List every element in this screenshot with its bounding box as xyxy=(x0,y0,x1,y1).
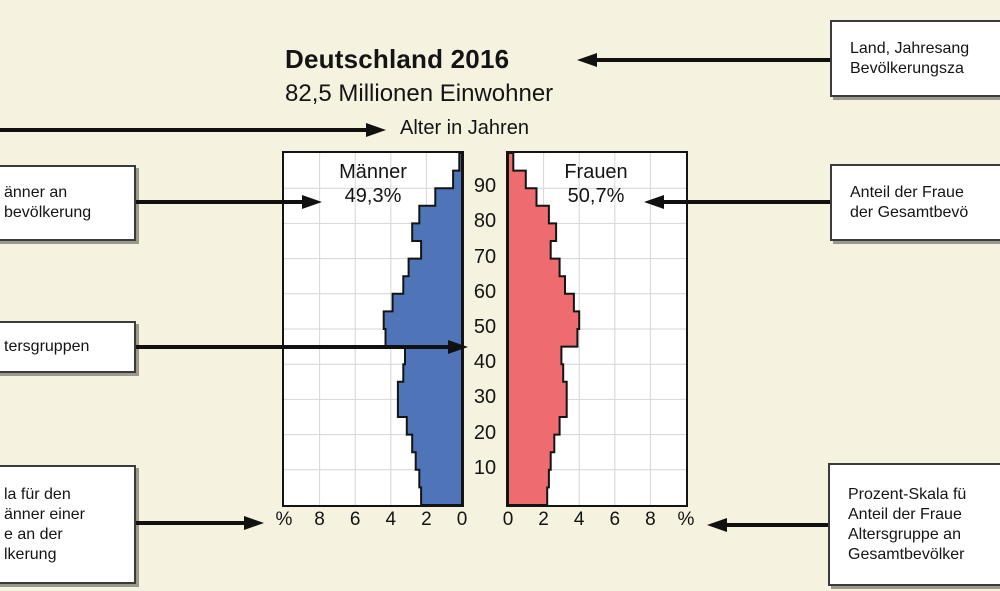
men-pyramid-chart xyxy=(284,153,462,505)
women-bars xyxy=(508,153,581,505)
age-tick-80: 80 xyxy=(473,210,497,233)
age-tick-40: 40 xyxy=(473,351,497,374)
age-tick-60: 60 xyxy=(473,280,497,303)
page-subtitle: 82,5 Millionen Einwohner xyxy=(285,80,554,107)
men-panel xyxy=(282,151,464,507)
callout-men-share: änner an bevölkerung xyxy=(0,165,136,241)
men-axis-tick-pct: % xyxy=(275,509,293,530)
callout-line: Anteil der Fraue xyxy=(848,505,962,523)
men-axis-tick-4: 4 xyxy=(385,509,397,530)
women-pyramid-chart xyxy=(508,153,686,505)
callout-line: lkerung xyxy=(4,545,57,563)
women-label: Frauen 50,7% xyxy=(531,160,661,208)
arrow-men-scale xyxy=(136,516,264,530)
arrow-country-year xyxy=(577,53,830,67)
age-tick-70: 70 xyxy=(473,245,497,268)
women-axis-tick-0: 0 xyxy=(502,509,514,530)
callout-line: änner einer xyxy=(4,505,85,523)
women-axis-tick-pct: % xyxy=(677,509,695,530)
women-name: Frauen xyxy=(564,161,628,183)
age-tick-90: 90 xyxy=(473,175,497,198)
women-axis-tick-2: 2 xyxy=(538,509,549,530)
callout-line: Gesamtbevölker xyxy=(848,545,965,563)
men-bars xyxy=(382,153,462,505)
callout-line: Anteil der Fraue xyxy=(850,183,964,201)
callout-age-groups: tersgruppen xyxy=(0,321,136,373)
men-share: 49,3% xyxy=(344,185,402,207)
callout-line: bevölkerung xyxy=(4,204,92,221)
callout-line: Prozent-Skala fü xyxy=(848,485,967,503)
men-axis-tick-2: 2 xyxy=(421,509,432,530)
callout-men-scale: la für den änner einer e an der lkerung xyxy=(0,465,136,584)
callout-line: la für den xyxy=(4,485,71,503)
men-axis-tick-6: 6 xyxy=(349,509,361,530)
callout-country-year: Land, Jahresang Bevölkerungsza xyxy=(830,20,1000,97)
callout-line: Bevölkerungsza xyxy=(850,59,964,77)
women-axis-tick-4: 4 xyxy=(573,509,585,530)
men-axis-tick-0: 0 xyxy=(456,509,468,530)
arrow-women-scale xyxy=(707,518,828,532)
callout-line: e an der xyxy=(4,525,63,543)
page-title: Deutschland 2016 xyxy=(285,44,510,74)
arrow-age-axis xyxy=(0,123,386,137)
age-tick-20: 20 xyxy=(473,421,497,444)
age-tick-10: 10 xyxy=(473,456,497,479)
men-axis-tick-8: 8 xyxy=(314,509,325,530)
age-axis-label: Alter in Jahren xyxy=(400,117,529,139)
callout-line: Land, Jahresang xyxy=(850,39,970,57)
age-tick-30: 30 xyxy=(473,386,497,409)
callout-women-scale: Prozent-Skala fü Anteil der Fraue Altersgr… xyxy=(828,463,1000,586)
callout-women-share: Anteil der Fraue der Gesamtbevö xyxy=(830,164,1000,241)
women-axis-tick-8: 8 xyxy=(645,509,656,530)
men-name: Männer xyxy=(339,161,407,183)
age-tick-50: 50 xyxy=(473,316,497,338)
callout-line: tersgruppen xyxy=(4,338,90,355)
men-label: Männer 49,3% xyxy=(308,160,438,208)
women-share: 50,7% xyxy=(567,185,625,207)
callout-line: Altersgruppe an xyxy=(848,525,961,543)
callout-line: der Gesamtbevö xyxy=(850,203,969,221)
women-panel xyxy=(506,151,688,507)
women-axis-tick-6: 6 xyxy=(609,509,621,530)
callout-line: änner an xyxy=(4,184,68,201)
